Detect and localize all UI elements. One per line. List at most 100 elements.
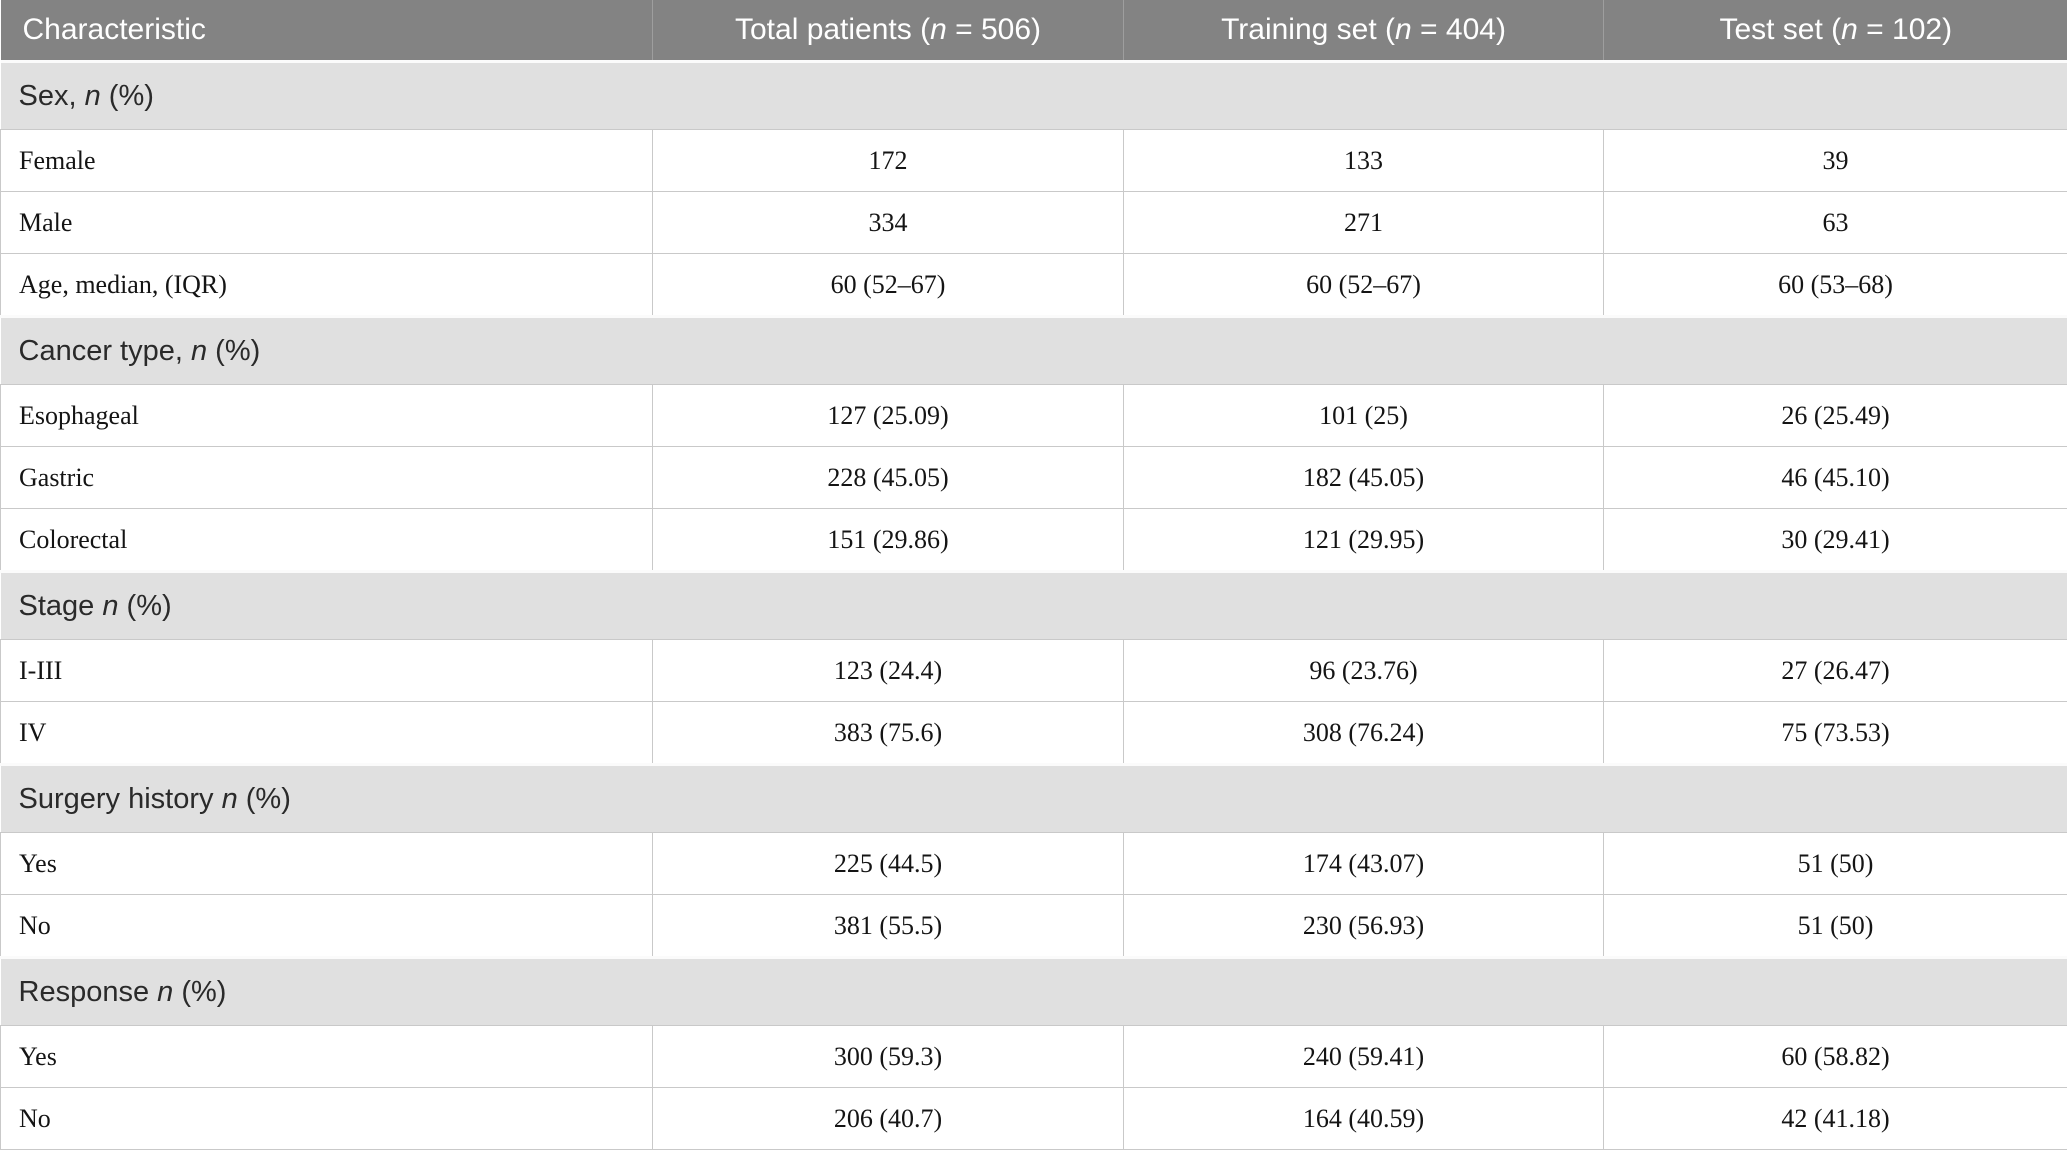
header-italic-n: n [1395, 13, 1412, 46]
value-cell-total: 60 (52–67) [652, 253, 1124, 317]
header-text: Test set ( [1719, 13, 1842, 46]
header-text: Total patients ( [734, 13, 931, 46]
section-title-text: (%) [118, 589, 172, 622]
value-cell-test: 30 (29.41) [1603, 508, 2067, 572]
section-title-cell: Sex, n (%) [0, 60, 2067, 130]
row-label-cell: I-III [0, 639, 653, 702]
table-header: Characteristic Total patients (n = 506) … [0, 0, 2067, 62]
section-title-text: Stage [18, 589, 103, 622]
section-title-text: (%) [100, 79, 154, 112]
value-cell-test: 39 [1603, 129, 2067, 192]
section-title-text: Sex, [18, 79, 85, 112]
header-text: Training set ( [1221, 13, 1396, 46]
row-label-cell: Male [0, 191, 653, 254]
value-cell-total: 123 (24.4) [652, 639, 1124, 702]
section-italic-n: n [221, 782, 238, 815]
column-header-characteristic: Characteristic [0, 0, 653, 62]
value-cell-training: 96 (23.76) [1123, 639, 1604, 702]
value-cell-test: 46 (45.10) [1603, 446, 2067, 509]
row-female: Female 172 133 39 [0, 129, 2067, 192]
section-title-text: (%) [207, 334, 261, 367]
row-label-cell: Colorectal [0, 508, 653, 572]
value-cell-test: 60 (58.82) [1603, 1025, 2067, 1088]
row-label-cell: Gastric [0, 446, 653, 509]
header-text: Characteristic [22, 13, 206, 46]
section-title-text: Cancer type, [18, 334, 191, 367]
value-cell-total: 381 (55.5) [652, 894, 1124, 958]
value-cell-training: 308 (76.24) [1123, 701, 1604, 765]
section-italic-n: n [84, 79, 101, 112]
value-cell-total: 228 (45.05) [652, 446, 1124, 509]
section-title-text: (%) [173, 975, 227, 1008]
value-cell-total: 225 (44.5) [652, 832, 1124, 895]
row-esophageal: Esophageal 127 (25.09) 101 (25) 26 (25.4… [0, 384, 2067, 447]
section-title-text: Surgery history [18, 782, 222, 815]
row-surgery-yes: Yes 225 (44.5) 174 (43.07) 51 (50) [0, 832, 2067, 895]
value-cell-total: 334 [652, 191, 1124, 254]
value-cell-training: 230 (56.93) [1123, 894, 1604, 958]
column-header-test-set: Test set (n = 102) [1603, 0, 2067, 62]
section-header-surgery-history: Surgery history n (%) [0, 763, 2067, 833]
value-cell-test: 60 (53–68) [1603, 253, 2067, 317]
row-surgery-no: No 381 (55.5) 230 (56.93) 51 (50) [0, 894, 2067, 958]
row-label-cell: Yes [0, 832, 653, 895]
value-cell-test: 75 (73.53) [1603, 701, 2067, 765]
header-italic-n: n [1841, 13, 1858, 46]
column-header-total-patients: Total patients (n = 506) [652, 0, 1124, 62]
row-colorectal: Colorectal 151 (29.86) 121 (29.95) 30 (2… [0, 508, 2067, 572]
section-title-cell: Response n (%) [0, 956, 2067, 1026]
section-header-sex: Sex, n (%) [0, 60, 2067, 130]
section-title-cell: Stage n (%) [0, 570, 2067, 640]
header-text: = 404) [1411, 13, 1506, 46]
value-cell-training: 60 (52–67) [1123, 253, 1604, 317]
value-cell-test: 26 (25.49) [1603, 384, 2067, 447]
value-cell-training: 101 (25) [1123, 384, 1604, 447]
section-title-text: Response [18, 975, 158, 1008]
value-cell-training: 174 (43.07) [1123, 832, 1604, 895]
value-cell-training: 133 [1123, 129, 1604, 192]
value-cell-test: 42 (41.18) [1603, 1087, 2067, 1150]
value-cell-training: 240 (59.41) [1123, 1025, 1604, 1088]
value-cell-test: 51 (50) [1603, 832, 2067, 895]
section-header-stage: Stage n (%) [0, 570, 2067, 640]
row-label-cell: Yes [0, 1025, 653, 1088]
row-male: Male 334 271 63 [0, 191, 2067, 254]
section-header-cancer-type: Cancer type, n (%) [0, 315, 2067, 385]
section-italic-n: n [102, 589, 119, 622]
section-italic-n: n [157, 975, 174, 1008]
header-row: Characteristic Total patients (n = 506) … [0, 0, 2067, 62]
row-response-no: No 206 (40.7) 164 (40.59) 42 (41.18) [0, 1087, 2067, 1150]
value-cell-test: 27 (26.47) [1603, 639, 2067, 702]
header-text: = 102) [1857, 13, 1953, 46]
row-label-cell: Age, median, (IQR) [0, 253, 653, 317]
row-gastric: Gastric 228 (45.05) 182 (45.05) 46 (45.1… [0, 446, 2067, 509]
value-cell-total: 172 [652, 129, 1124, 192]
value-cell-total: 206 (40.7) [652, 1087, 1124, 1150]
value-cell-total: 383 (75.6) [652, 701, 1124, 765]
row-response-yes: Yes 300 (59.3) 240 (59.41) 60 (58.82) [0, 1025, 2067, 1088]
value-cell-test: 63 [1603, 191, 2067, 254]
section-italic-n: n [190, 334, 208, 367]
row-age-median-iqr: Age, median, (IQR) 60 (52–67) 60 (52–67)… [0, 253, 2067, 317]
row-label-cell: IV [0, 701, 653, 765]
value-cell-training: 182 (45.05) [1123, 446, 1604, 509]
value-cell-training: 121 (29.95) [1123, 508, 1604, 572]
section-title-text: (%) [237, 782, 291, 815]
value-cell-training: 271 [1123, 191, 1604, 254]
section-header-response: Response n (%) [0, 956, 2067, 1026]
value-cell-total: 151 (29.86) [652, 508, 1124, 572]
row-label-cell: No [0, 1087, 653, 1150]
table-body: Sex, n (%) Female 172 133 39 Male 334 27… [0, 60, 2067, 1150]
row-label-cell: No [0, 894, 653, 958]
row-stage-i-iii: I-III 123 (24.4) 96 (23.76) 27 (26.47) [0, 639, 2067, 702]
header-italic-n: n [930, 13, 947, 46]
row-stage-iv: IV 383 (75.6) 308 (76.24) 75 (73.53) [0, 701, 2067, 765]
row-label-cell: Esophageal [0, 384, 653, 447]
section-title-cell: Surgery history n (%) [0, 763, 2067, 833]
value-cell-total: 127 (25.09) [652, 384, 1124, 447]
value-cell-test: 51 (50) [1603, 894, 2067, 958]
row-label-cell: Female [0, 129, 653, 192]
column-header-training-set: Training set (n = 404) [1123, 0, 1604, 62]
